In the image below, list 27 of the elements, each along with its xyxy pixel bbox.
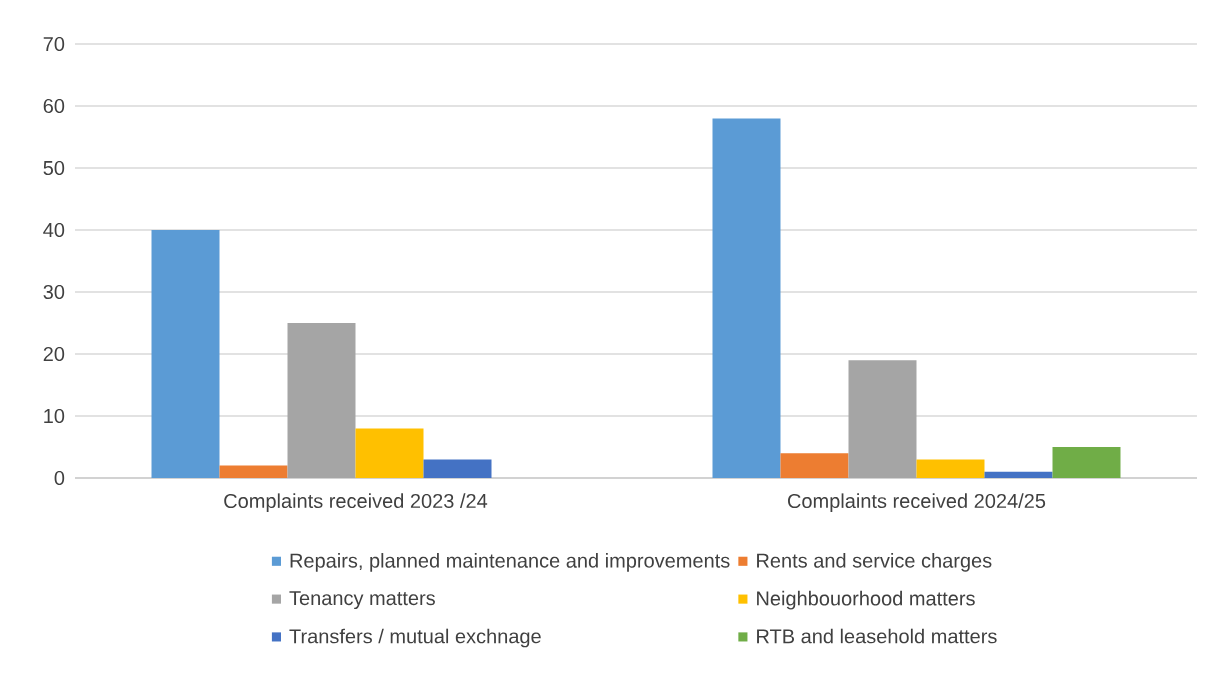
bar: [151, 229, 220, 478]
y-tick-label: 60: [43, 98, 65, 114]
bar: [219, 465, 288, 478]
bar: [423, 459, 492, 478]
legend-label: Repairs, planned maintenance and improvements: [290, 553, 730, 572]
bar: [916, 459, 985, 478]
x-tick-label: Complaints received 2023 /24: [224, 493, 488, 512]
legend-label: Transfers / mutual exchnage: [289, 628, 541, 648]
x-tick-label: Complaints received 2024/25: [788, 493, 1046, 512]
y-tick-label: 30: [43, 284, 65, 300]
legend-label: Tenancy matters: [289, 591, 435, 610]
y-tick-label: 20: [43, 346, 65, 362]
y-tick-label: 10: [44, 408, 65, 424]
legend-label: Rents and service charges: [757, 553, 992, 572]
bar: [712, 118, 781, 478]
bar: [848, 360, 917, 478]
legend-label: RTB and leasehold matters: [757, 628, 997, 644]
bar: [780, 453, 849, 478]
y-tick-label: 0: [54, 470, 65, 486]
y-tick-label: 50: [43, 160, 65, 176]
bar: [1052, 446, 1121, 478]
bar: [984, 471, 1053, 478]
bar: [355, 428, 424, 478]
y-tick-label: 40: [43, 222, 65, 238]
bar: [287, 323, 356, 478]
y-tick-label: 70: [43, 36, 65, 52]
legend-label: Neighbouorhood matters: [757, 590, 975, 610]
